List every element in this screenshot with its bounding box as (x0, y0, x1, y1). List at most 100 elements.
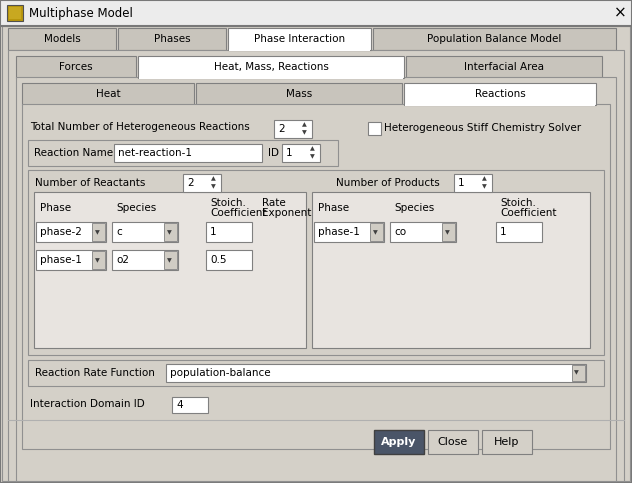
Text: Phase Interaction: Phase Interaction (254, 34, 345, 44)
Bar (118, 28, 226, 50)
Bar (390, 222, 456, 242)
Text: ▼: ▼ (167, 258, 172, 263)
Bar (572, 365, 585, 381)
Text: Number of Products: Number of Products (336, 178, 440, 188)
Bar (206, 222, 252, 242)
Text: ▼: ▼ (95, 230, 100, 235)
Bar (8, 50, 624, 481)
Text: Interfacial Area: Interfacial Area (464, 62, 544, 72)
Bar (0, 0, 632, 26)
Bar (164, 251, 177, 269)
Bar (112, 222, 178, 242)
Bar (196, 83, 402, 105)
Bar (34, 192, 306, 348)
Bar (406, 56, 602, 78)
Bar (454, 174, 492, 192)
Bar (166, 364, 586, 382)
Bar (28, 140, 338, 166)
Text: ▼: ▼ (445, 230, 450, 235)
Text: ▲: ▲ (302, 122, 307, 128)
Bar (206, 250, 252, 270)
Bar (28, 360, 604, 386)
Text: ▼: ▼ (310, 155, 315, 160)
Text: Multiphase Model: Multiphase Model (29, 6, 133, 19)
Bar (22, 104, 610, 449)
Text: c: c (116, 227, 122, 237)
Text: ▲: ▲ (211, 176, 216, 181)
Text: Phase: Phase (40, 203, 71, 213)
Text: Mass: Mass (286, 89, 312, 99)
Bar (274, 120, 312, 138)
Bar (16, 56, 136, 78)
Text: Species: Species (394, 203, 434, 213)
Bar (172, 397, 208, 413)
Bar (112, 250, 178, 270)
Bar (370, 223, 383, 241)
Text: net-reaction-1: net-reaction-1 (118, 148, 192, 158)
Text: ×: × (614, 5, 627, 20)
Text: Coefficient: Coefficient (500, 208, 557, 218)
Text: 2: 2 (187, 178, 193, 188)
Text: co: co (394, 227, 406, 237)
Text: Population Balance Model: Population Balance Model (427, 34, 562, 44)
Text: Phases: Phases (154, 34, 190, 44)
Text: Help: Help (494, 437, 520, 447)
Text: ▼: ▼ (302, 130, 307, 136)
Bar (368, 122, 381, 135)
Bar (373, 28, 616, 50)
Bar (36, 250, 106, 270)
Text: Exponent: Exponent (262, 208, 312, 218)
Text: Reaction Rate Function: Reaction Rate Function (35, 368, 155, 378)
Bar (16, 77, 616, 481)
Text: Forces: Forces (59, 62, 93, 72)
Bar (7, 5, 23, 21)
Text: Heat: Heat (95, 89, 120, 99)
Text: Models: Models (44, 34, 80, 44)
Text: Stoich.: Stoich. (500, 198, 536, 208)
Bar (164, 223, 177, 241)
Text: o2: o2 (116, 255, 129, 265)
Text: Coefficient: Coefficient (210, 208, 267, 218)
Bar (314, 222, 384, 242)
Text: ▼: ▼ (373, 230, 378, 235)
Bar (92, 251, 105, 269)
Text: ▼: ▼ (167, 230, 172, 235)
Bar (22, 83, 194, 105)
Bar (282, 144, 320, 162)
Bar (138, 56, 404, 78)
Text: phase-1: phase-1 (318, 227, 360, 237)
Bar (92, 223, 105, 241)
Text: Apply: Apply (381, 437, 416, 447)
Bar (229, 49, 370, 51)
Text: 1: 1 (458, 178, 465, 188)
Text: population-balance: population-balance (170, 368, 270, 378)
Text: phase-1: phase-1 (40, 255, 82, 265)
Text: ID: ID (268, 148, 279, 158)
Bar (8, 28, 116, 50)
Bar (482, 430, 532, 454)
Text: ▼: ▼ (482, 185, 487, 190)
Bar (28, 170, 604, 355)
Text: ▲: ▲ (482, 176, 487, 181)
Text: Species: Species (116, 203, 156, 213)
Text: 0.5: 0.5 (210, 255, 226, 265)
Text: ▼: ▼ (574, 370, 579, 375)
Text: Close: Close (438, 437, 468, 447)
Text: Number of Reactants: Number of Reactants (35, 178, 145, 188)
Text: ▼: ▼ (211, 185, 216, 190)
Text: ▲: ▲ (310, 146, 315, 151)
Bar (114, 144, 262, 162)
Bar (312, 192, 590, 348)
Text: 1: 1 (210, 227, 217, 237)
Text: Heat, Mass, Reactions: Heat, Mass, Reactions (214, 62, 329, 72)
Bar (9, 7, 21, 19)
Bar (405, 104, 595, 106)
Bar (228, 28, 371, 50)
Text: Reactions: Reactions (475, 89, 525, 99)
Text: Reaction Name: Reaction Name (34, 148, 113, 158)
Text: phase-2: phase-2 (40, 227, 82, 237)
Text: 2: 2 (278, 124, 284, 134)
Text: Stoich.: Stoich. (210, 198, 246, 208)
Text: 1: 1 (286, 148, 293, 158)
Text: ▼: ▼ (95, 258, 100, 263)
